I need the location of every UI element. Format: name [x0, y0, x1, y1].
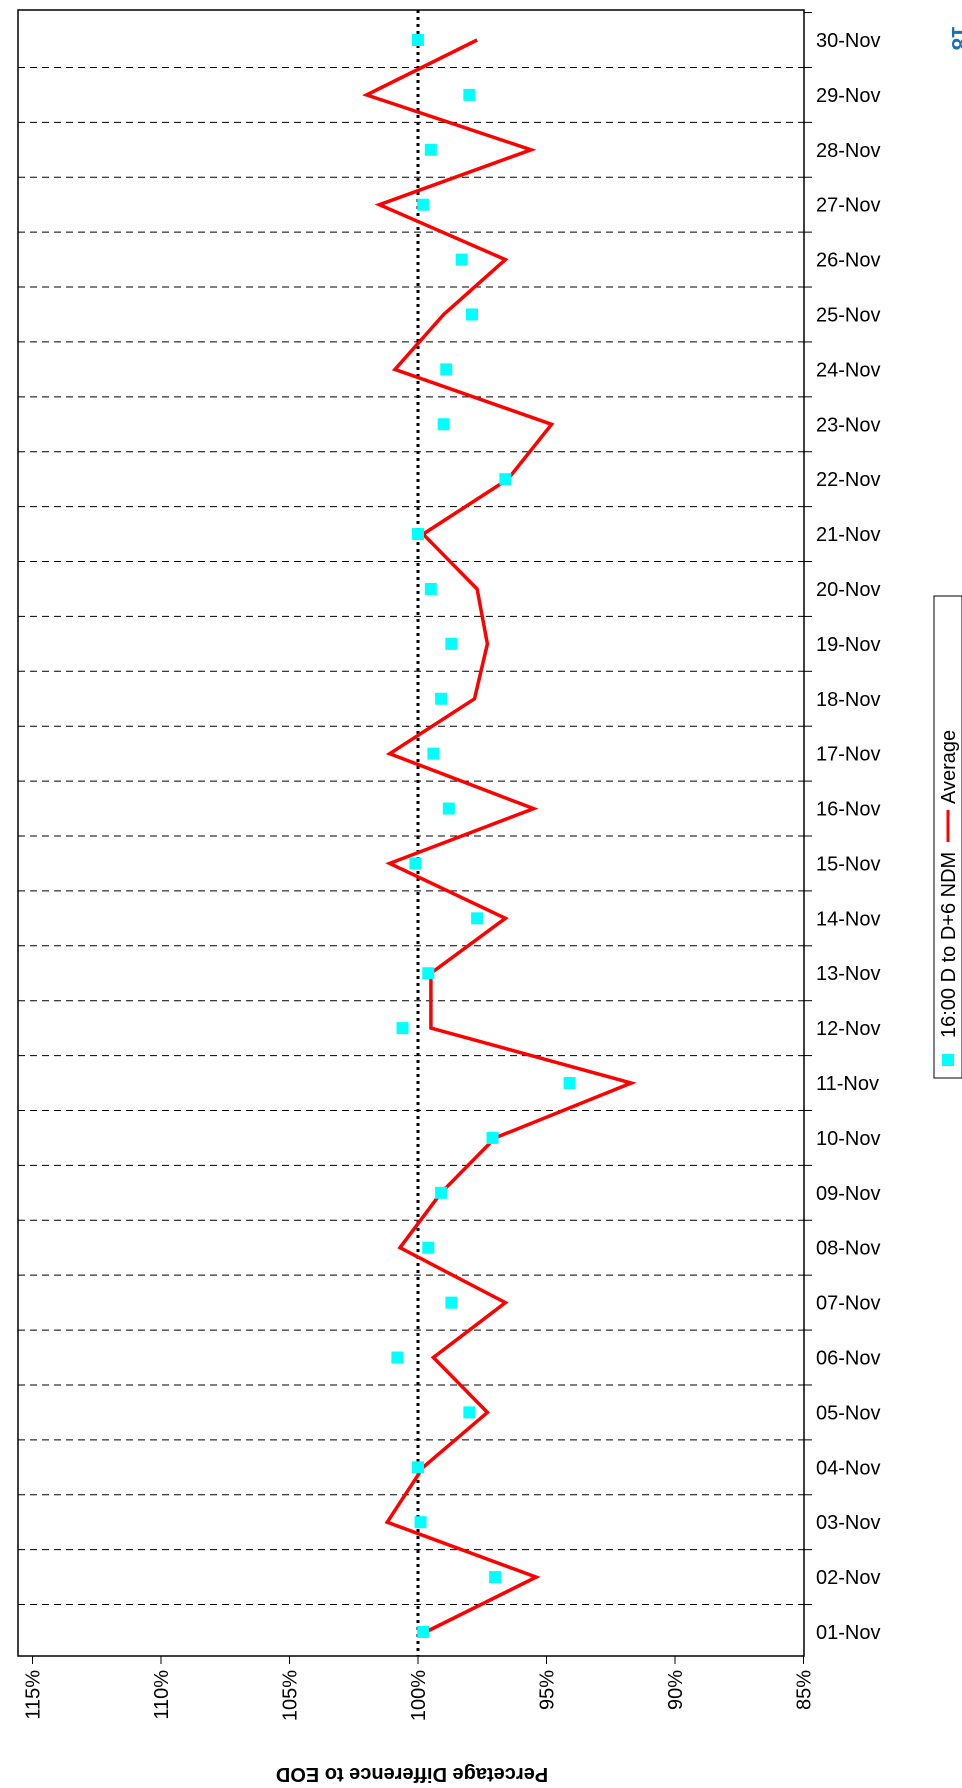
- category-tick-label: 10-Nov: [816, 1128, 880, 1150]
- category-tick-label: 09-Nov: [816, 1183, 880, 1205]
- ndm-point: [414, 1516, 427, 1529]
- ndm-point: [563, 1077, 576, 1090]
- ndm-point: [440, 363, 453, 376]
- category-tick-label: 04-Nov: [816, 1457, 880, 1479]
- legend-label-ndm: 16:00 D to D+6 NDM: [938, 852, 960, 1038]
- category-tick-label: 08-Nov: [816, 1238, 880, 1260]
- average-line: [362, 38, 637, 1634]
- value-tick-label: 95%: [537, 1670, 559, 1710]
- category-tick-label: 29-Nov: [816, 85, 880, 107]
- series-average: [362, 38, 637, 1634]
- category-tick-label: 02-Nov: [816, 1567, 880, 1589]
- ndm-point: [435, 692, 448, 705]
- category-tick-label: 11-Nov: [816, 1073, 879, 1095]
- ndm-point: [391, 1351, 404, 1364]
- category-tick-label: 07-Nov: [816, 1293, 880, 1315]
- ndm-point: [422, 1241, 435, 1254]
- ndm-point: [412, 528, 424, 541]
- ndm-point: [427, 747, 440, 760]
- ndm-point: [417, 1626, 430, 1638]
- category-tick-label: 24-Nov: [816, 359, 880, 381]
- legend-marker-ndm: [942, 1054, 954, 1066]
- series-ndm: [391, 34, 576, 1638]
- legend: 16:00 D to D+6 NDM Average: [933, 595, 962, 1079]
- ndm-point: [435, 1186, 448, 1199]
- ndm-point: [471, 912, 484, 925]
- category-tick-label: 05-Nov: [816, 1402, 880, 1424]
- category-tick-label: 06-Nov: [816, 1348, 880, 1370]
- category-tick-label: 25-Nov: [816, 304, 880, 326]
- category-tick-label: 16-Nov: [816, 799, 880, 821]
- category-tick-label: 18-Nov: [816, 689, 880, 711]
- ndm-point: [396, 1022, 409, 1035]
- ndm-point: [445, 1296, 458, 1309]
- legend-label-average: Average: [938, 730, 960, 804]
- ndm-point: [499, 473, 512, 486]
- grid-lines: [18, 12, 812, 1606]
- ndm-point: [486, 1131, 499, 1144]
- category-tick-label: 22-Nov: [816, 469, 880, 491]
- category-tick-label: 28-Nov: [816, 140, 880, 162]
- category-tick-label: 21-Nov: [816, 524, 880, 546]
- ndm-point: [465, 308, 478, 321]
- value-tick-label: 100%: [408, 1670, 430, 1721]
- ndm-point: [445, 637, 458, 650]
- ndm-point: [417, 198, 430, 211]
- ndm-point: [489, 1571, 502, 1584]
- category-tick-label: 14-Nov: [816, 908, 880, 930]
- ndm-point: [463, 1406, 476, 1419]
- ndm-point: [463, 88, 476, 101]
- category-tick-label: 15-Nov: [816, 853, 880, 875]
- category-tick-label: 17-Nov: [816, 744, 880, 766]
- category-tick-label: 27-Nov: [816, 195, 880, 217]
- value-tick-label: 105%: [280, 1670, 302, 1721]
- value-tick-label: 90%: [665, 1670, 687, 1710]
- ndm-point: [412, 34, 424, 46]
- ndm-point: [422, 967, 435, 980]
- category-tick-label: 19-Nov: [816, 634, 880, 656]
- value-tick-label: 85%: [794, 1670, 816, 1710]
- category-tick-label: 20-Nov: [816, 579, 880, 601]
- ndm-point: [409, 857, 422, 870]
- page-number: 18: [947, 26, 962, 50]
- category-tick-labels: 01-Nov 02-Nov 03-Nov 04-Nov 05-Nov 06-Nov 07-N…: [816, 30, 880, 1644]
- ndm-point: [455, 253, 468, 266]
- category-tick-label: 26-Nov: [816, 250, 880, 272]
- category-tick-label: 23-Nov: [816, 414, 880, 436]
- category-tick-label: 03-Nov: [816, 1512, 880, 1534]
- plot-area: [17, 9, 805, 1657]
- value-tick-labels: 85% 90% 95% 100% 105% 110% 115%: [23, 1656, 816, 1721]
- ndm-point: [424, 582, 437, 595]
- value-tick-label: 115%: [23, 1670, 45, 1720]
- category-tick-label: 13-Nov: [816, 963, 880, 985]
- category-tick-label: 12-Nov: [816, 1018, 880, 1040]
- plot-frame: [17, 9, 805, 1657]
- category-tick-label: 30-Nov: [816, 30, 880, 52]
- ndm-point: [437, 418, 450, 431]
- category-tick-label: 01-Nov: [816, 1622, 880, 1644]
- ndm-point: [412, 1461, 424, 1474]
- value-tick-label: 110%: [151, 1670, 173, 1720]
- value-axis-title: Percetage Difference to EOD: [276, 1763, 548, 1785]
- ndm-point: [424, 143, 437, 156]
- ndm-point: [442, 802, 455, 815]
